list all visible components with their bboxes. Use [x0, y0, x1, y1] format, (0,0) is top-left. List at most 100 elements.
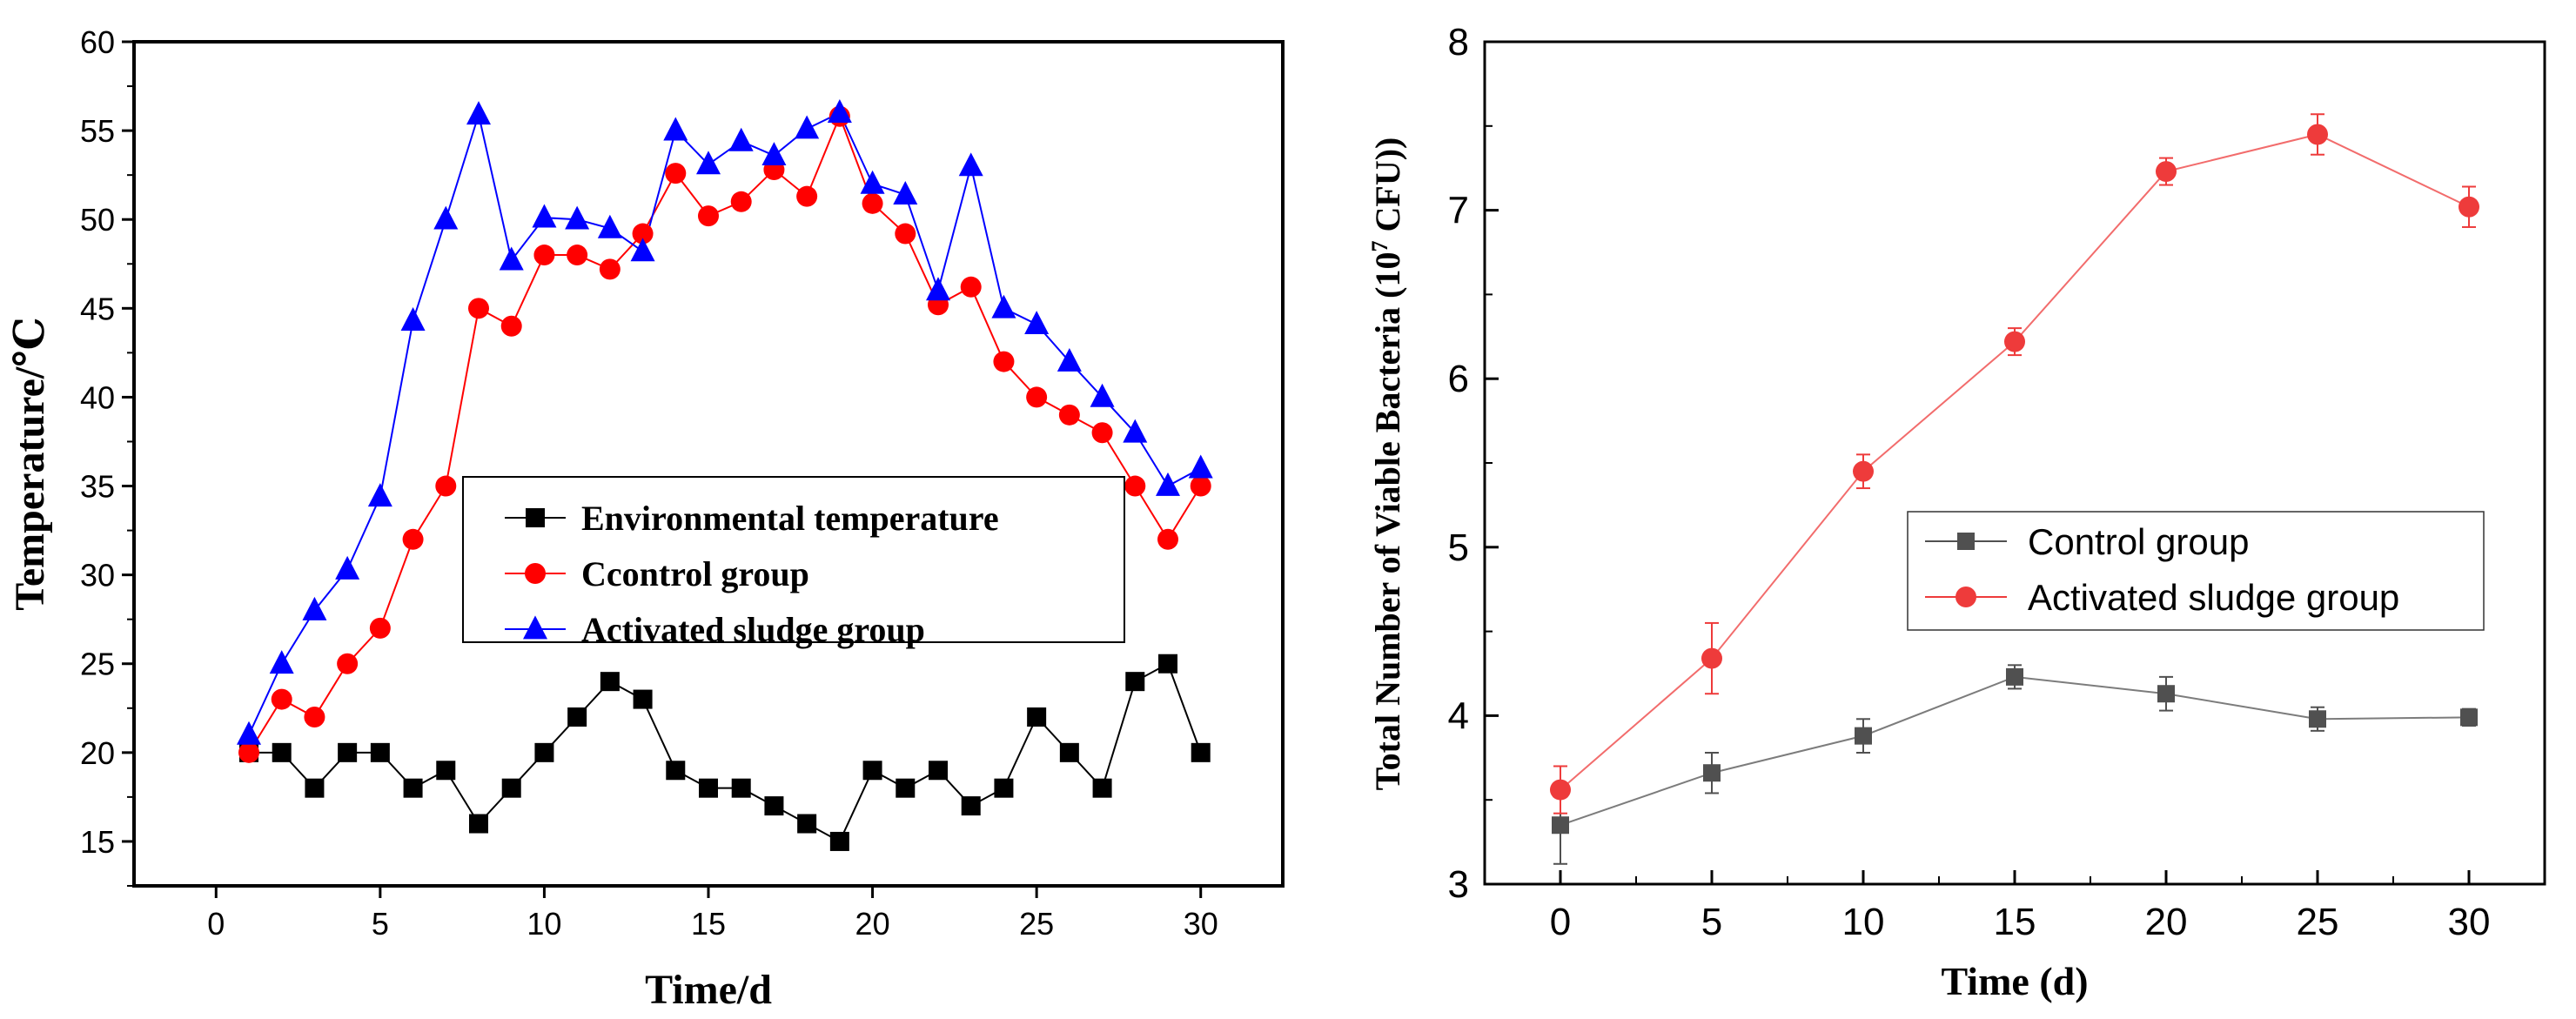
- data-point: [795, 115, 820, 139]
- legend-marker: [1955, 587, 1976, 607]
- data-point: [926, 277, 950, 301]
- x-tick-label: 10: [1842, 901, 1885, 943]
- y-tick-label: 40: [80, 379, 115, 415]
- legend-box: [1907, 511, 2485, 631]
- data-point: [663, 117, 688, 141]
- data-point: [2459, 196, 2479, 218]
- data-point: [633, 689, 653, 709]
- data-point: [2460, 708, 2478, 727]
- legend-label: Activated sludge group: [2028, 577, 2399, 618]
- data-point: [958, 152, 983, 177]
- data-point: [466, 101, 491, 125]
- data-point: [1123, 419, 1148, 443]
- data-point: [1027, 707, 1047, 727]
- data-point: [400, 306, 426, 331]
- data-point: [370, 742, 390, 762]
- data-point: [272, 742, 292, 762]
- y-tick-label: 45: [80, 291, 115, 326]
- data-point: [698, 205, 719, 227]
- data-point: [402, 528, 424, 550]
- data-point: [1703, 764, 1721, 782]
- data-point: [2307, 124, 2328, 145]
- data-point: [1057, 347, 1082, 372]
- legend-marker: [523, 615, 547, 640]
- data-point: [1158, 654, 1177, 674]
- y-axis-label: Temperature/℃: [7, 317, 53, 610]
- x-tick-label: 0: [207, 906, 225, 942]
- data-point: [1191, 742, 1211, 762]
- data-point: [2006, 667, 2023, 686]
- y-tick-label: 60: [80, 24, 115, 60]
- data-point: [1026, 386, 1048, 408]
- data-point: [1550, 779, 1571, 801]
- data-point: [696, 151, 721, 175]
- data-point: [994, 778, 1014, 798]
- data-point: [2309, 710, 2326, 728]
- y-tick-label: 20: [80, 735, 115, 771]
- data-point: [960, 276, 982, 298]
- data-point: [567, 245, 588, 266]
- x-tick-label: 15: [1994, 901, 2036, 943]
- data-point: [1552, 816, 1569, 835]
- data-point: [2156, 161, 2177, 183]
- data-point: [565, 205, 590, 230]
- tick-marks: 0 5 10 15 20 25 30 3 4 5 6 7 8: [1448, 21, 2491, 943]
- data-point: [435, 475, 457, 497]
- data-point: [991, 294, 1016, 318]
- x-tick-label: 0: [1550, 901, 1571, 943]
- y-axis-label-unit: CFU)): [1368, 137, 1407, 241]
- series-layer: [237, 99, 1213, 851]
- data-point: [1125, 672, 1145, 692]
- x-tick-label: 5: [1701, 901, 1722, 943]
- y-axis-label: Total Number of Viable Bacteria (107 CFU…: [1367, 137, 1408, 791]
- data-point: [1701, 647, 1722, 669]
- data-point: [1090, 383, 1115, 407]
- data-point: [1853, 460, 1874, 482]
- data-point: [237, 721, 261, 745]
- x-tick-label: 20: [2145, 901, 2188, 943]
- data-point: [367, 483, 392, 507]
- data-point: [269, 650, 294, 674]
- x-tick-label: 20: [855, 906, 890, 942]
- data-point: [499, 246, 524, 271]
- y-axis-label-exponent: 7: [1367, 241, 1392, 252]
- tick-marks: 0 5 10 15 20 25 30 15 20 25 30 35 40 45 50 55 60: [80, 24, 1218, 942]
- data-point: [1188, 454, 1213, 479]
- y-tick-label: 6: [1448, 358, 1469, 400]
- y-tick-label: 25: [80, 647, 115, 682]
- data-point: [796, 185, 818, 207]
- data-point: [730, 191, 752, 212]
- data-point: [501, 778, 521, 798]
- series-line: [1560, 133, 2470, 791]
- data-point: [893, 180, 918, 204]
- data-point: [1091, 422, 1113, 444]
- x-axis-label: Time/d: [645, 967, 772, 1013]
- data-point: [860, 170, 885, 194]
- legend-label: Activated sludge group: [581, 610, 925, 649]
- data-point: [1092, 778, 1112, 798]
- y-tick-label: 3: [1448, 863, 1469, 906]
- plot-frame: [1483, 40, 2546, 886]
- y-tick-label: 8: [1448, 21, 1469, 64]
- data-point: [500, 315, 522, 337]
- data-point: [534, 742, 554, 762]
- x-tick-label: 10: [527, 906, 561, 942]
- data-point: [1059, 742, 1079, 762]
- data-point: [1124, 475, 1146, 497]
- data-point: [436, 761, 456, 781]
- x-tick-label: 25: [2297, 901, 2339, 943]
- y-tick-label: 50: [80, 202, 115, 238]
- data-point: [761, 142, 787, 166]
- data-point: [305, 778, 325, 798]
- data-point: [469, 814, 488, 834]
- data-point: [433, 205, 459, 230]
- data-point: [929, 761, 948, 781]
- y-tick-label: 4: [1448, 694, 1469, 737]
- data-point: [304, 707, 325, 727]
- y-tick-label: 35: [80, 469, 115, 505]
- data-point: [597, 214, 622, 238]
- data-point: [2004, 331, 2025, 352]
- data-point: [961, 796, 981, 816]
